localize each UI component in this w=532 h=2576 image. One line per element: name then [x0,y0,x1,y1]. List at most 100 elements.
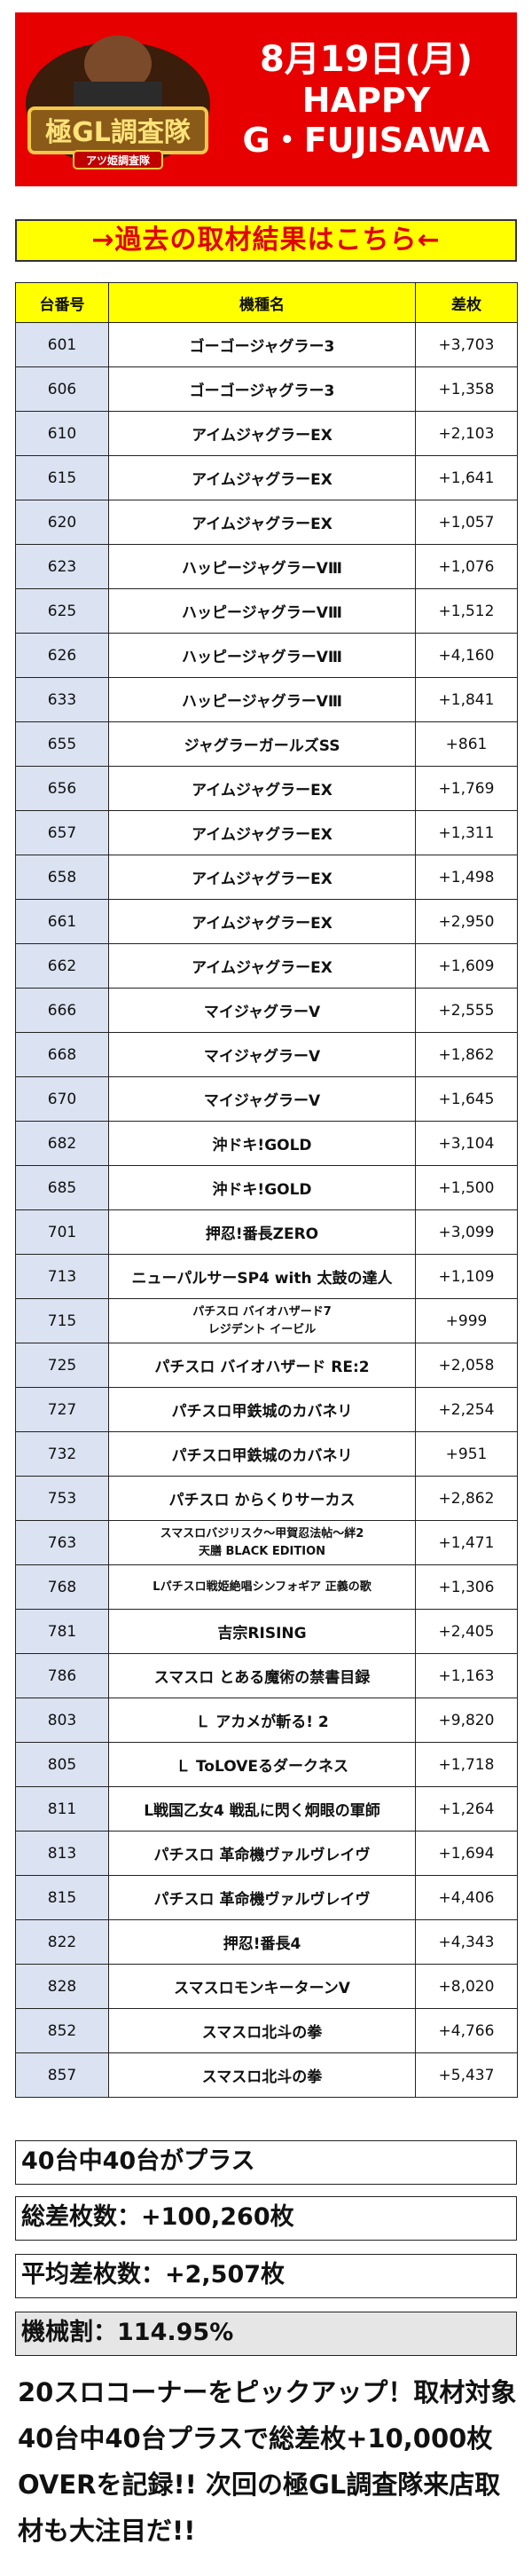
table-row: 601 ゴーゴージャグラー3 +3,703 [15,322,518,367]
machine-name-cell: アイムジャグラーEX [108,766,416,811]
table-row: 662 アイムジャグラーEX +1,609 [15,943,518,989]
plus-count: 40台中40台がプラス [15,2140,517,2185]
store-name-line2: G・FUJISAWA [242,120,490,160]
machine-number-cell: 615 [15,455,109,500]
table-row: 626 ハッピージャグラーVⅢ +4,160 [15,633,518,678]
coin-diff-cell: +2,058 [415,1343,518,1388]
machine-name-cell: アイムジャグラーEX [108,455,416,500]
machine-number-cell: 633 [15,677,109,722]
past-results-link[interactable]: →過去の取材結果はこちら← [15,219,517,262]
machine-name-cell: ハッピージャグラーVⅢ [108,633,416,678]
table-row: 857 スマスロ北斗の拳 +5,437 [15,2052,518,2098]
machine-name-cell: アイムジャグラーEX [108,943,416,989]
table-row: 822 押忍!番長4 +4,343 [15,1919,518,1965]
machine-number-cell: 727 [15,1387,109,1432]
logo-subtext: アツ姫調査隊 [86,154,151,167]
coin-diff-cell: +1,163 [415,1653,518,1698]
coin-diff-cell: +1,609 [415,943,518,989]
store-name-line1: HAPPY [301,80,431,120]
machine-number-cell: 670 [15,1076,109,1122]
table-row: 620 アイムジャグラーEX +1,057 [15,500,518,545]
coin-diff-cell: +4,343 [415,1919,518,1965]
results-table: 台番号 機種名 差枚 601 ゴーゴージャグラー3 +3,703 606 ゴーゴージャグ… [15,282,518,2098]
machine-name-cell: パチスロ 革命機ヴァルヴレイヴ [108,1831,416,1876]
machine-name-cell: ジャグラーガールズSS [108,721,416,767]
table-row: 666 マイジャグラーV +2,555 [15,988,518,1033]
machine-number-cell: 725 [15,1343,109,1388]
machine-name-cell: ハッピージャグラーVⅢ [108,544,416,589]
table-row: 670 マイジャグラーV +1,645 [15,1076,518,1122]
total-diff: 総差枚数：+100,260枚 [15,2196,517,2241]
coin-diff-cell: +2,405 [415,1609,518,1654]
machine-number-cell: 685 [15,1165,109,1210]
machine-name-cell: スマスロ とある魔術の禁書目録 [108,1653,416,1698]
machine-name-cell: アイムジャグラーEX [108,810,416,855]
table-row: 781 吉宗RISING +2,405 [15,1609,518,1654]
machine-name-cell: ゴーゴージャグラー3 [108,322,416,367]
coin-diff-cell: +2,555 [415,988,518,1033]
coin-diff-cell: +951 [415,1431,518,1477]
coin-diff-cell: +1,718 [415,1742,518,1787]
machine-number-cell: 606 [15,366,109,412]
machine-number-cell: 682 [15,1121,109,1166]
coin-diff-cell: +1,109 [415,1254,518,1299]
coin-diff-cell: +1,841 [415,677,518,722]
machine-number-cell: 656 [15,766,109,811]
machine-name-cell: Lパチスロ戦姫絶唱シンフォギア 正義の歌 [108,1564,416,1610]
table-row: 815 パチスロ 革命機ヴァルヴレイヴ +4,406 [15,1875,518,1920]
machine-number-cell: 623 [15,544,109,589]
machine-name-cell: L戦国乙女4 戦乱に閃く炯眼の軍師 [108,1786,416,1832]
table-row: 786 スマスロ とある魔術の禁書目録 +1,163 [15,1653,518,1698]
table-header-row: 台番号 機種名 差枚 [15,282,518,323]
machine-name-cell: ハッピージャグラーVⅢ [108,588,416,634]
logo: 極GL調査隊 アツ姫調査隊 [20,20,215,179]
machine-name-cell: 押忍!番長ZERO [108,1209,416,1255]
table-row: 727 パチスロ甲鉄城のカバネリ +2,254 [15,1387,518,1432]
table-row: 656 アイムジャグラーEX +1,769 [15,766,518,811]
coin-diff-cell: +9,820 [415,1698,518,1743]
machine-name-cell: ニューパルサーSP4 with 太鼓の達人 [108,1254,416,1299]
coin-diff-cell: +2,950 [415,899,518,944]
table-row: 610 アイムジャグラーEX +2,103 [15,411,518,456]
machine-name-cell: パチスロ 革命機ヴァルヴレイヴ [108,1875,416,1920]
machine-name-cell: スマスロバジリスク～甲賀忍法帖～絆2 天膳 BLACK EDITION [108,1520,416,1565]
machine-number-cell: 813 [15,1831,109,1876]
coin-diff-cell: +1,512 [415,588,518,634]
machine-number-cell: 620 [15,500,109,545]
table-row: 732 パチスロ甲鉄城のカバネリ +951 [15,1431,518,1477]
coin-diff-cell: +2,862 [415,1476,518,1521]
machine-number-cell: 786 [15,1653,109,1698]
coin-diff-cell: +8,020 [415,1964,518,2009]
machine-name-cell: パチスロ甲鉄城のカバネリ [108,1431,416,1477]
machine-name-cell: パチスロ バイオハザード7 レジデント イービル [108,1298,416,1343]
coin-diff-cell: +861 [415,721,518,767]
table-row: 623 ハッピージャグラーVⅢ +1,076 [15,544,518,589]
table-row: 763 スマスロバジリスク～甲賀忍法帖～絆2 天膳 BLACK EDITION +1,… [15,1520,518,1565]
table-row: 657 アイムジャグラーEX +1,311 [15,810,518,855]
coin-diff-cell: +1,769 [415,766,518,811]
table-row: 668 マイジャグラーV +1,862 [15,1032,518,1077]
table-row: 805 Ｌ ToLOVEるダークネス +1,718 [15,1742,518,1787]
table-row: 715 パチスロ バイオハザード7 レジデント イービル +999 [15,1298,518,1343]
machine-number-cell: 666 [15,988,109,1033]
machine-number-cell: 668 [15,1032,109,1077]
header-machine-number: 台番号 [15,282,109,323]
machine-number-cell: 658 [15,855,109,900]
machine-name-cell: マイジャグラーV [108,988,416,1033]
machine-name-cell: アイムジャグラーEX [108,411,416,456]
table-row: 658 アイムジャグラーEX +1,498 [15,855,518,900]
payout-rate: 機械割：114.95% [15,2312,517,2356]
coin-diff-cell: +1,306 [415,1564,518,1610]
coin-diff-cell: +3,099 [415,1209,518,1255]
header-title: 8月19日(月) HAPPY G・FUJISAWA [215,39,517,161]
coin-diff-cell: +4,406 [415,1875,518,1920]
machine-number-cell: 815 [15,1875,109,1920]
table-row: 701 押忍!番長ZERO +3,099 [15,1209,518,1255]
coin-diff-cell: +1,076 [415,544,518,589]
machine-name-cell: アイムジャグラーEX [108,500,416,545]
machine-number-cell: 655 [15,721,109,767]
coin-diff-cell: +1,498 [415,855,518,900]
machine-number-cell: 662 [15,943,109,989]
average-diff: 平均差枚数：+2,507枚 [15,2254,517,2298]
machine-name-cell: アイムジャグラーEX [108,855,416,900]
